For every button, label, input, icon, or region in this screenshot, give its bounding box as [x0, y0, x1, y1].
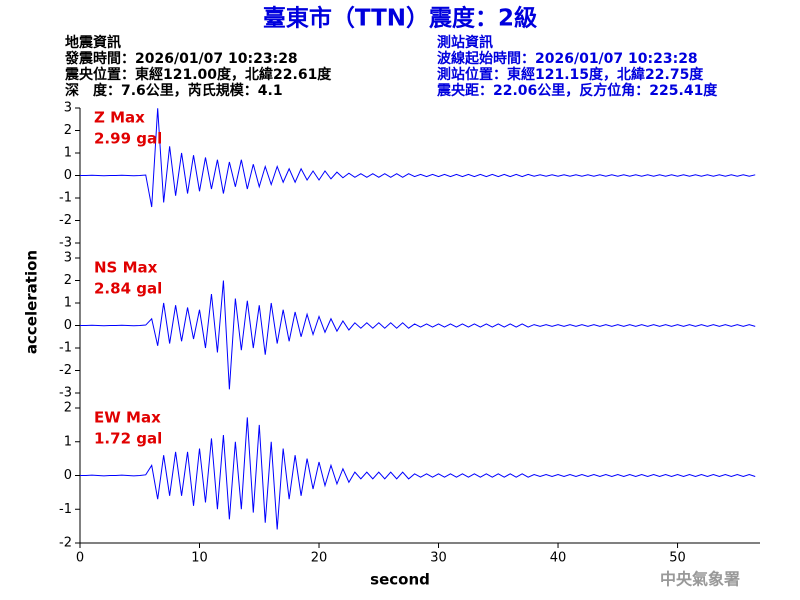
y-tick-label: -2: [59, 363, 72, 378]
y-tick-label: 0: [64, 168, 72, 183]
component-label: EW Max: [94, 409, 161, 427]
y-tick-label: 1: [64, 296, 72, 311]
y-tick-label: 3: [64, 101, 72, 116]
component-label: Z Max: [94, 109, 145, 127]
x-tick-label: 10: [191, 551, 208, 566]
y-tick-label: 2: [64, 401, 72, 416]
y-tick-label: -3: [59, 236, 72, 251]
max-label: 2.99 gal: [94, 130, 162, 148]
y-tick-label: -1: [59, 191, 72, 206]
y-tick-label: 0: [64, 468, 72, 483]
y-tick-label: 1: [64, 146, 72, 161]
y-tick-label: 1: [64, 434, 72, 449]
title: 臺東市（TTN）震度：2級: [263, 5, 537, 32]
y-tick-label: 0: [64, 318, 72, 333]
max-label: 1.72 gal: [94, 430, 162, 448]
x-tick-label: 20: [311, 551, 328, 566]
waveform: [80, 417, 756, 530]
eq-info: 地震資訊: [65, 34, 121, 51]
eq-info: 震央位置：東經121.00度，北緯22.61度: [64, 66, 332, 83]
y-tick-label: 3: [64, 251, 72, 266]
station-info: 震央距：22.06公里，反方位角：225.41度: [436, 82, 718, 99]
y-tick-label: -1: [59, 341, 72, 356]
x-axis-label: second: [370, 571, 430, 589]
x-tick-label: 50: [669, 551, 686, 566]
x-tick-label: 30: [430, 551, 447, 566]
waveform: [80, 108, 756, 208]
eq-info: 發震時間：2026/01/07 10:23:28: [64, 50, 298, 67]
x-tick-label: 0: [76, 551, 84, 566]
max-label: 2.84 gal: [94, 280, 162, 298]
y-tick-label: -3: [59, 386, 72, 401]
station-info: 測站資訊: [437, 34, 493, 51]
y-tick-label: -1: [59, 502, 72, 517]
y-tick-label: 2: [64, 273, 72, 288]
station-info: 測站位置：東經121.15度，北緯22.75度: [437, 66, 704, 83]
y-tick-label: -2: [59, 536, 72, 551]
x-tick-label: 40: [550, 551, 567, 566]
y-tick-label: 2: [64, 123, 72, 138]
station-info: 波線起始時間：2026/01/07 10:23:28: [437, 50, 698, 67]
component-label: NS Max: [94, 259, 158, 277]
y-axis-label: acceleration: [23, 250, 41, 354]
y-tick-label: -2: [59, 213, 72, 228]
footer: 中央氣象署: [660, 570, 740, 589]
waveform: [80, 280, 756, 390]
eq-info: 深 度：7.6公里，芮氏規模：4.1: [65, 82, 283, 99]
